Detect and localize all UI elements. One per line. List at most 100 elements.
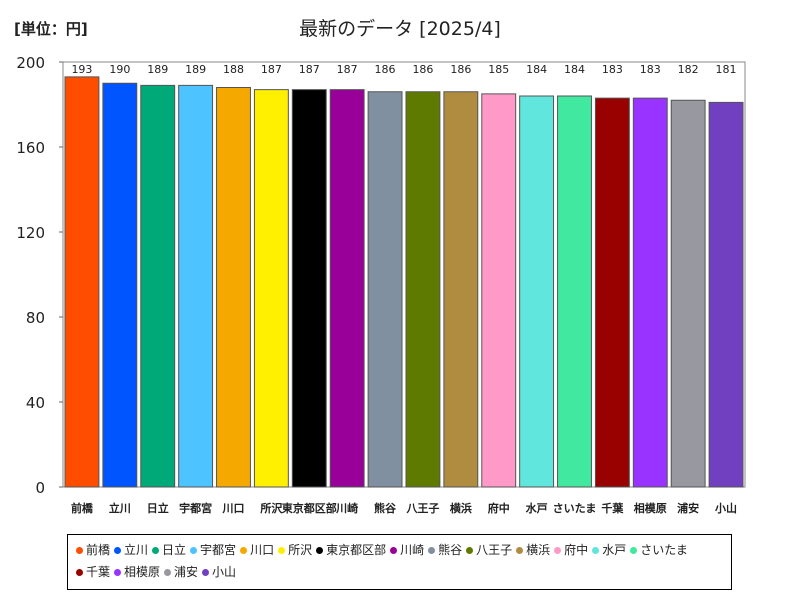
x-category-label: 熊谷	[374, 501, 397, 515]
bar-chart: 0 40 80 120 160 200 193 前橋 190 立川 189 日立 189 宇都宮 188 川口…	[16, 54, 746, 515]
legend-marker	[202, 568, 210, 576]
legend-label: 千葉	[86, 565, 111, 579]
bar-value-label: 181	[716, 63, 737, 76]
legend-label: 川口	[250, 543, 275, 557]
x-category-label: 東京都区部	[282, 501, 337, 515]
legend-label: 日立	[162, 543, 187, 557]
y-tick-label: 0	[35, 479, 45, 497]
bar-value-label: 183	[602, 63, 623, 76]
legend-item: 熊谷	[428, 539, 462, 561]
legend-marker	[316, 546, 324, 554]
legend-label: 前橋	[86, 543, 111, 557]
x-category-label: 相模原	[634, 501, 667, 515]
bar-4	[178, 84, 214, 488]
legend-label: 川崎	[400, 543, 425, 557]
legend-label: 熊谷	[438, 543, 463, 557]
legend-marker	[76, 546, 83, 554]
x-category-label: 川口	[222, 502, 245, 515]
legend-label: 立川	[124, 543, 149, 557]
bar-value-label: 186	[450, 63, 471, 76]
unit-label: [単位：円]	[14, 20, 88, 38]
legend-label: 八王子	[476, 543, 513, 557]
bar-9	[367, 91, 403, 488]
legend-item: 相模原	[114, 561, 160, 583]
legend-item: 小山	[202, 561, 236, 583]
bar-3	[140, 84, 176, 488]
bar-7	[291, 89, 327, 488]
legend-item: 東京都区部	[316, 539, 386, 561]
y-tick-label: 120	[16, 224, 45, 242]
y-tick-label: 40	[26, 394, 45, 412]
x-category-label: 所沢	[260, 501, 283, 515]
chart-title: 最新のデータ [2025/4]	[299, 18, 501, 40]
x-category-label: 横浜	[450, 501, 472, 515]
legend-item: 八王子	[466, 539, 512, 561]
bar-value-label: 186	[375, 63, 396, 76]
y-tick-label: 200	[16, 54, 45, 72]
legend-item: 千葉	[76, 561, 110, 583]
legend-marker	[152, 546, 160, 554]
legend-label: 水戸	[602, 543, 627, 557]
legend-label: 浦安	[174, 565, 199, 579]
bar-value-label: 189	[185, 63, 206, 76]
bar-value-label: 186	[412, 63, 433, 76]
legend-marker	[190, 546, 198, 554]
legend-item: 浦安	[164, 561, 198, 583]
legend-label: さいたま	[640, 543, 688, 557]
legend-label: 宇都宮	[200, 543, 237, 557]
legend-marker	[516, 546, 524, 554]
x-category-label: 日立	[147, 501, 169, 515]
plot-area	[62, 61, 746, 488]
legend-item: 立川	[114, 539, 148, 561]
legend-item: 日立	[152, 539, 186, 561]
bar-11	[443, 91, 479, 488]
legend-item: 水戸	[592, 539, 626, 561]
x-category-label: 川崎	[335, 501, 358, 515]
bar-8	[329, 89, 365, 488]
bar-value-label: 187	[299, 63, 320, 76]
x-category-label: 浦安	[677, 501, 699, 515]
x-category-label: 府中	[488, 501, 510, 515]
bar-12	[481, 93, 517, 488]
legend-marker	[592, 546, 600, 554]
bar-value-label: 183	[640, 63, 661, 76]
legend-item: 横浜	[516, 539, 550, 561]
legend-label: 横浜	[526, 543, 551, 557]
bar-value-label: 184	[526, 63, 547, 76]
legend-marker	[76, 568, 83, 576]
legend-label: 東京都区部	[326, 543, 387, 557]
legend-item: 川崎	[390, 539, 424, 561]
legend-label: 所沢	[288, 543, 313, 557]
legend-label: 小山	[212, 565, 237, 579]
legend-marker	[554, 546, 562, 554]
y-tick-label: 160	[16, 139, 45, 157]
legend-label: 府中	[564, 543, 589, 557]
legend: 前橋 立川 日立 宇都宮 川口 所沢 東京都区部 川崎 熊谷 八王子 横浜 府中 水戸 さいたま千葉 相模原…	[67, 534, 732, 590]
bar-15	[594, 97, 630, 488]
y-tick-label: 80	[26, 309, 45, 327]
x-category-label: さいたま	[553, 502, 597, 515]
legend-marker	[466, 546, 474, 554]
bar-13	[519, 95, 555, 488]
x-category-label: 八王子	[405, 502, 439, 515]
bar-6	[253, 89, 289, 488]
bar-value-label: 188	[223, 63, 244, 76]
bar-value-label: 193	[71, 63, 92, 76]
legend-marker	[278, 546, 286, 554]
legend-marker	[164, 568, 172, 576]
legend-marker	[114, 546, 122, 554]
legend-item: 府中	[554, 539, 588, 561]
bar-5	[216, 87, 251, 488]
bar-value-label: 182	[678, 63, 699, 76]
bar-value-label: 190	[109, 63, 130, 76]
legend-label: 相模原	[124, 565, 161, 579]
legend-marker	[114, 568, 122, 576]
x-category-label: 立川	[109, 501, 131, 515]
bar-18	[708, 101, 744, 488]
bar-value-label: 187	[261, 63, 282, 76]
bar-value-label: 187	[337, 63, 358, 76]
legend-item: さいたま	[630, 539, 688, 561]
x-category-label: 千葉	[601, 501, 624, 515]
x-category-label: 小山	[714, 501, 737, 515]
legend-item: 前橋	[76, 539, 110, 561]
